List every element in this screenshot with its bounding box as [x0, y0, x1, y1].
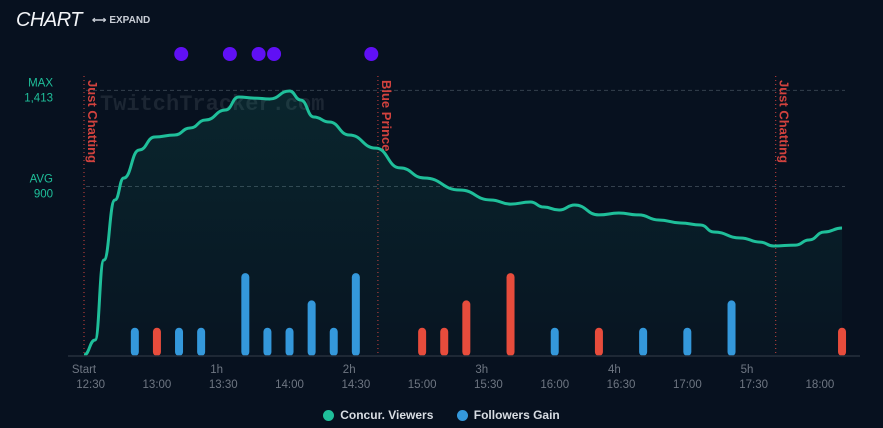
hour-tick-label: 1h [210, 364, 223, 376]
legend: Concur. Viewers Followers Gain [0, 408, 883, 424]
hour-tick-label: 2h [343, 364, 356, 376]
event-dot [364, 47, 379, 61]
legend-dot-icon [456, 409, 468, 421]
clock-tick-label: 17:00 [673, 379, 702, 391]
followers-bar [594, 327, 603, 356]
clock-tick-label: 17:30 [739, 379, 768, 391]
legend-dot-icon [323, 409, 335, 421]
hour-tick-label: Start [72, 364, 97, 376]
followers-bar [152, 327, 161, 356]
hour-tick-label: 3h [475, 364, 488, 376]
clock-tick-label: 16:00 [540, 379, 569, 391]
legend-item-followers[interactable]: Followers Gain [456, 408, 560, 422]
followers-bar [727, 300, 736, 356]
clock-tick-label: 15:00 [408, 379, 437, 391]
legend-label: Concur. Viewers [340, 408, 434, 422]
followers-bar [130, 327, 139, 356]
followers-bar [241, 273, 250, 356]
clock-tick-label: 14:00 [275, 379, 304, 391]
reference-value: 1,413 [24, 92, 53, 104]
hour-tick-label: 5h [741, 364, 754, 376]
hour-tick-label: 4h [608, 364, 621, 376]
clock-tick-label: 18:00 [806, 379, 835, 391]
event-dot [251, 47, 266, 61]
followers-bar [285, 327, 294, 356]
clock-tick-label: 14:30 [341, 379, 370, 391]
followers-bar [263, 327, 272, 356]
expand-label: EXPAND [109, 15, 151, 26]
clock-tick-label: 12:30 [76, 379, 105, 391]
followers-bar [197, 327, 206, 356]
event-dot [222, 47, 237, 61]
followers-bar [462, 300, 471, 356]
game-label: Blue Prince [379, 80, 394, 152]
followers-bar [329, 327, 338, 356]
reference-label: MAX [28, 77, 53, 89]
followers-bar [639, 327, 648, 356]
followers-bar [440, 327, 449, 356]
clock-tick-label: 15:30 [474, 379, 503, 391]
chart-title: CHART [16, 9, 83, 31]
followers-bar [506, 273, 515, 356]
followers-bar [838, 327, 847, 356]
followers-bar [418, 327, 427, 356]
game-label: Just Chatting [777, 80, 792, 163]
clock-tick-label: 16:30 [607, 379, 636, 391]
arrows-horizontal-icon: ⟷ [92, 15, 107, 26]
reference-value: 900 [34, 188, 53, 200]
event-dot [174, 47, 189, 61]
event-dot [267, 47, 282, 61]
viewers-line [83, 89, 843, 357]
clock-tick-label: 13:00 [143, 379, 172, 391]
legend-label: Followers Gain [473, 408, 560, 422]
legend-item-viewers[interactable]: Concur. Viewers [323, 408, 433, 422]
followers-bar [683, 327, 692, 356]
followers-bar [351, 273, 360, 356]
expand-button[interactable]: ⟷ EXPAND [92, 15, 153, 26]
followers-bar [550, 327, 559, 356]
followers-bar [307, 300, 316, 356]
viewers-area [84, 90, 843, 356]
followers-bar [175, 327, 184, 356]
game-label: Just Chatting [85, 80, 100, 163]
reference-label: AVG [30, 173, 53, 185]
clock-tick-label: 13:30 [209, 379, 238, 391]
